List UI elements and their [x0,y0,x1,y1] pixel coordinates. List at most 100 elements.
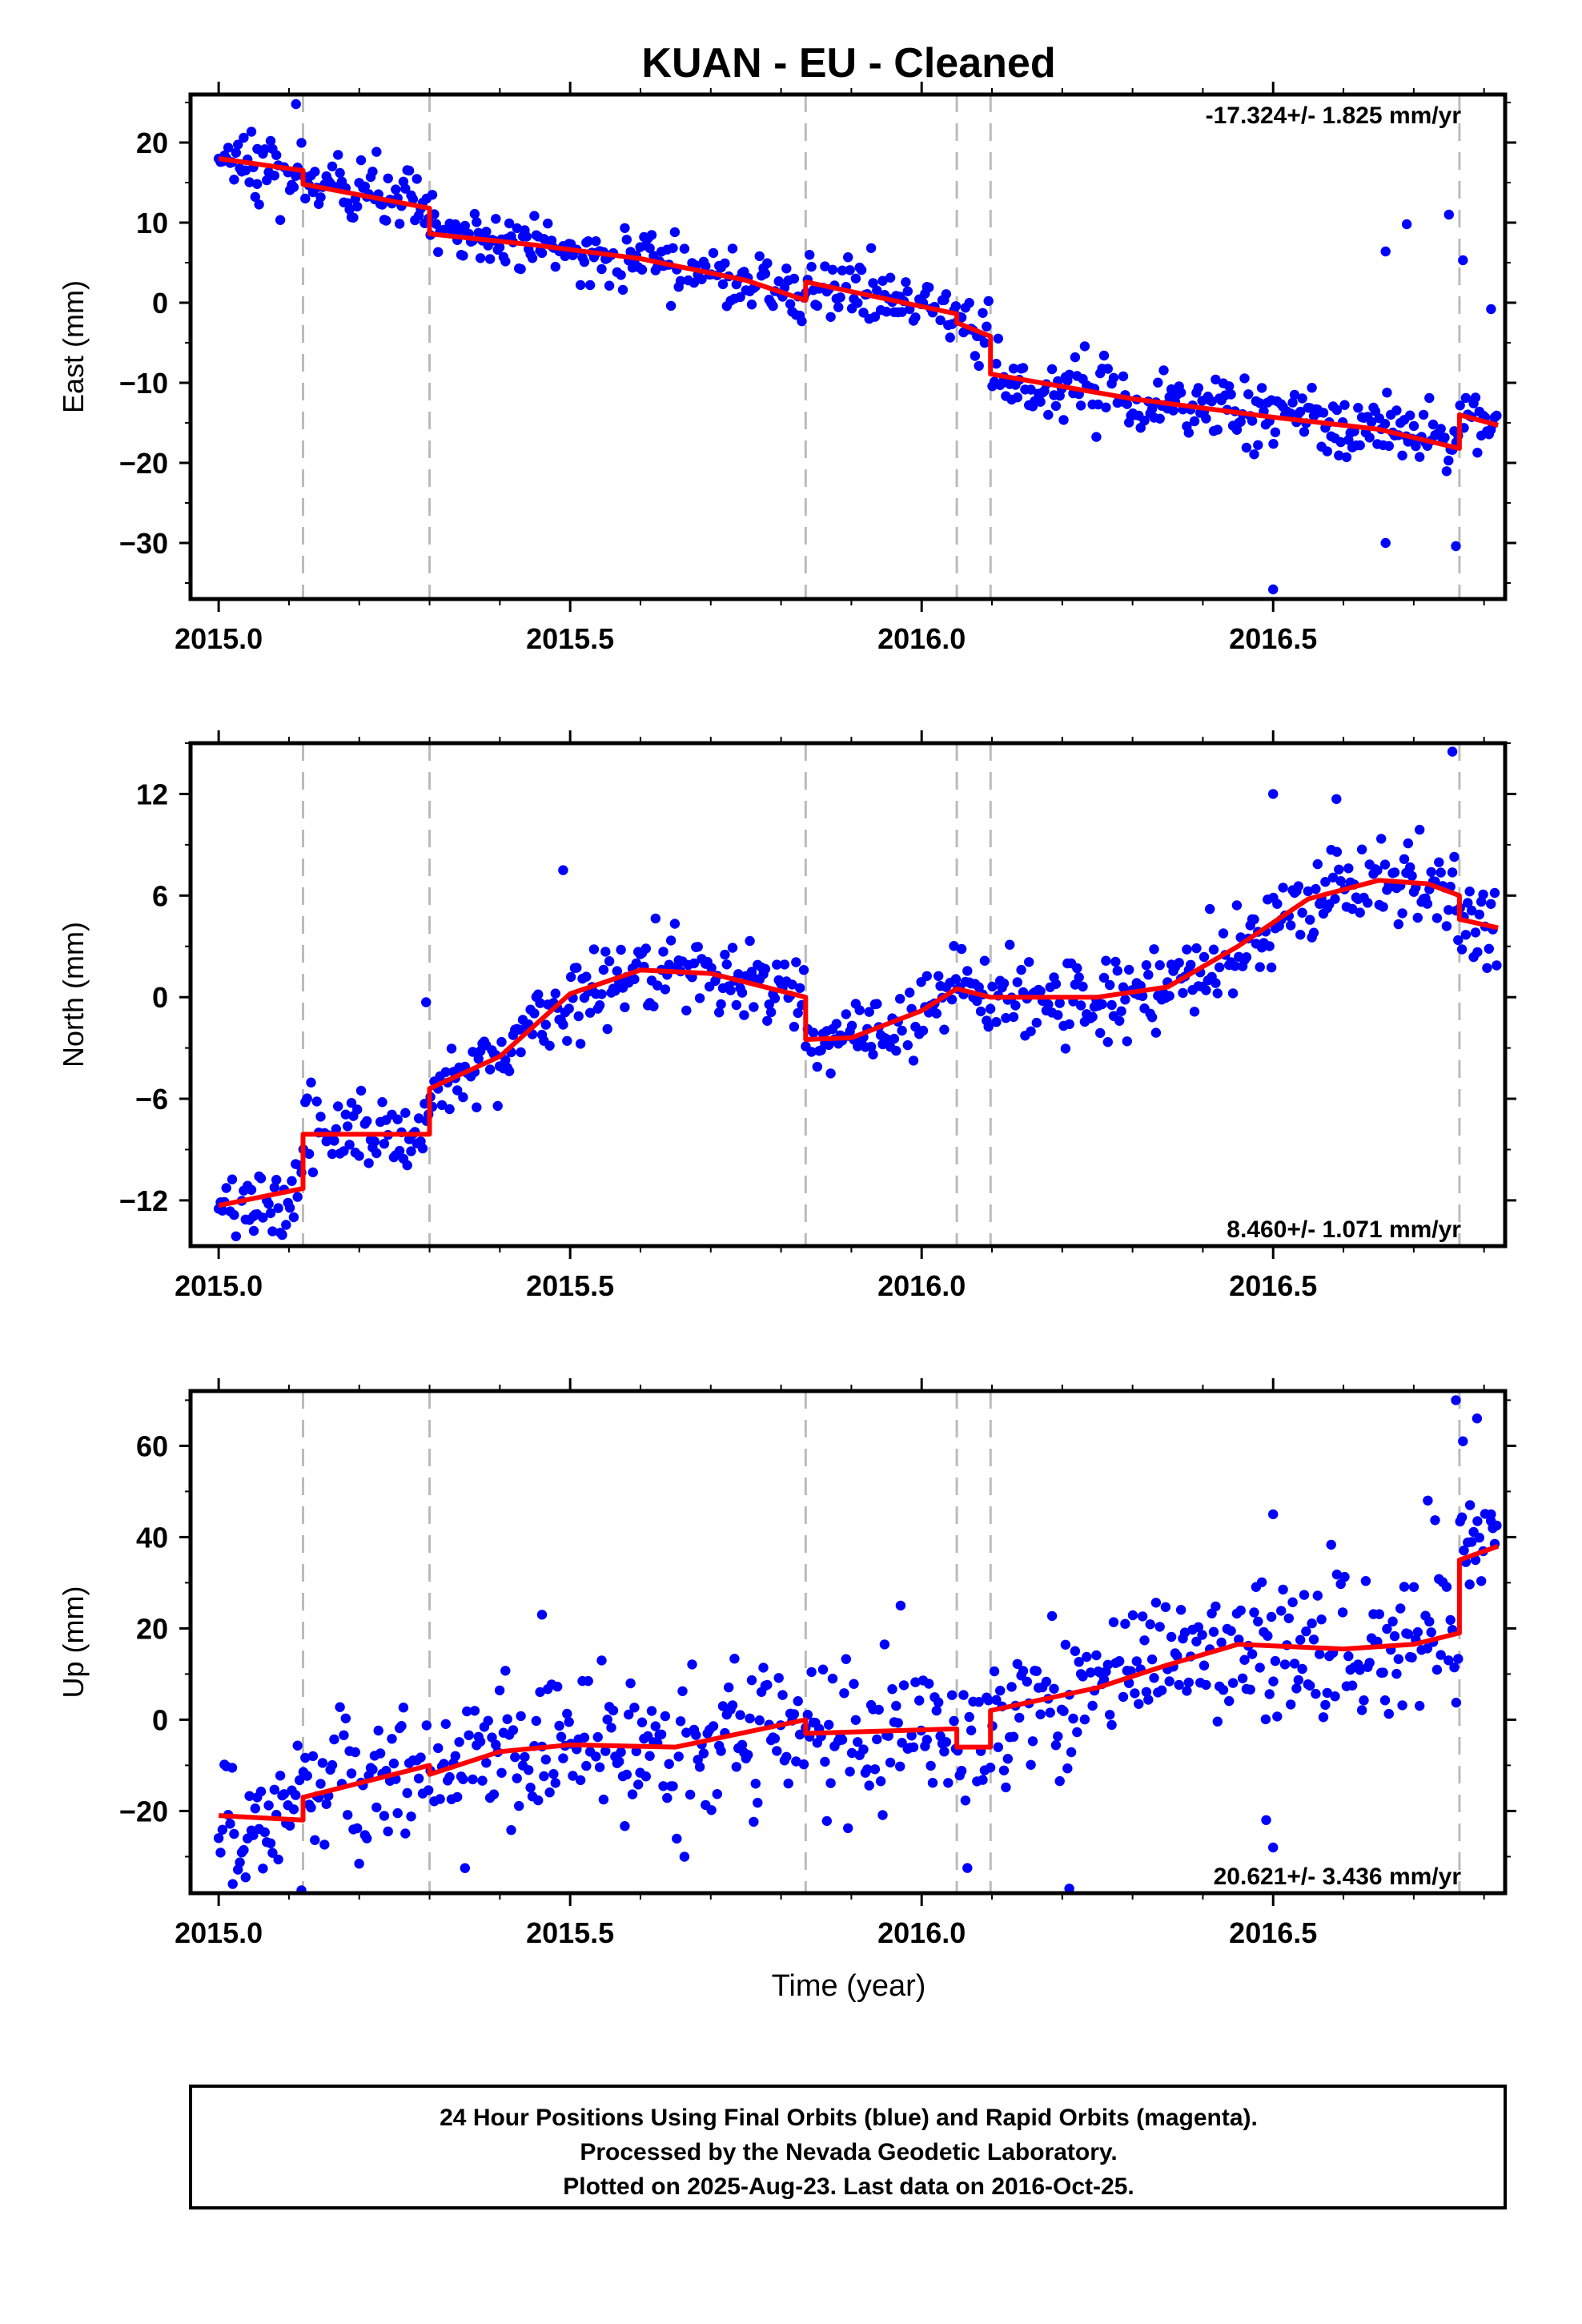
north-panel: 12 6 0 −6 −12 2015.0 2015.5 2016.0 2016.5 North (… [57,730,1516,1302]
data-point [798,965,809,975]
data-point [1064,1019,1074,1030]
data-point [229,1828,239,1839]
data-point [564,1003,574,1014]
data-point [1075,1000,1086,1011]
data-point [1459,1545,1469,1556]
data-point [720,949,730,960]
data-point [516,263,526,275]
data-point [1153,377,1163,388]
data-point [514,1800,524,1811]
data-point [556,1731,567,1742]
data-point [1008,1011,1019,1023]
data-point [544,1040,555,1051]
y-tick-label: −10 [119,367,168,400]
data-point [472,1102,482,1112]
data-point [885,272,896,283]
data-point [1230,961,1240,971]
data-point [1395,1603,1406,1614]
data-point [1268,439,1279,449]
data-point [1035,396,1046,407]
data-point [572,963,582,973]
data-point [1114,1015,1125,1027]
data-point [233,139,243,150]
data-point [945,332,955,343]
data-point [949,1715,959,1727]
data-point [1441,1582,1452,1592]
data-point [1268,1676,1279,1687]
data-point [660,984,671,995]
data-point [1193,383,1204,393]
data-point [1255,398,1265,408]
data-point [1058,1706,1069,1716]
data-point [244,1791,255,1801]
data-point [1393,919,1404,930]
data-point [962,966,973,976]
data-point [931,1008,942,1019]
data-point [1216,1637,1227,1648]
data-point [416,1752,426,1763]
data-point [1102,364,1114,374]
data-point [506,1825,516,1835]
data-point [685,1789,696,1800]
data-point [319,1839,330,1850]
data-point [762,258,773,268]
data-point [1183,1677,1195,1688]
data-point [777,1690,788,1700]
x-tick-label: 2016.0 [877,622,966,655]
data-point [689,277,700,288]
data-point [1035,986,1046,996]
data-point [446,1043,457,1054]
data-point [1264,1689,1275,1699]
data-point [558,1019,568,1030]
data-point [644,243,655,254]
data-point [550,1778,560,1788]
data-point [1356,844,1367,854]
data-point [1078,1671,1088,1682]
data-point [1289,389,1300,400]
data-point [469,1706,480,1716]
data-point [664,959,674,970]
data-point [658,947,669,957]
data-point [1455,400,1465,411]
data-point [1464,1579,1475,1590]
data-point [1224,381,1235,392]
data-point [265,135,276,147]
data-point [540,1755,551,1765]
data-point [893,1718,903,1728]
data-point [750,1779,761,1789]
data-point [1301,1626,1311,1637]
data-point [1422,1643,1433,1654]
data-point [533,989,544,999]
data-point [371,1802,382,1813]
data-point [258,1864,268,1874]
data-point [717,279,729,290]
outlier-point [1268,1842,1279,1853]
data-point [660,1711,671,1722]
data-point [339,1146,349,1156]
data-point [350,1747,360,1758]
data-point [240,1872,251,1883]
data-point [1339,400,1350,410]
x-tick-label: 2016.5 [1229,1269,1317,1302]
data-point [535,998,545,1008]
outlier-point [252,143,263,155]
data-point [1026,384,1036,395]
data-point [650,913,661,924]
data-point [1186,959,1196,971]
data-point [529,1008,540,1019]
data-point [1182,1686,1192,1696]
data-point [908,1742,919,1752]
data-point [877,1810,888,1820]
model-fit-line [218,878,1499,1208]
data-point [1451,1697,1462,1708]
data-point [821,1815,833,1827]
data-point [898,1680,909,1691]
data-point [910,1677,921,1687]
data-point [383,173,393,183]
y-tick-label: 20 [136,127,168,159]
data-point [1330,1691,1340,1702]
data-point [1122,1036,1133,1047]
data-point [625,1678,636,1689]
data-point [417,1143,428,1154]
data-point [850,273,861,283]
